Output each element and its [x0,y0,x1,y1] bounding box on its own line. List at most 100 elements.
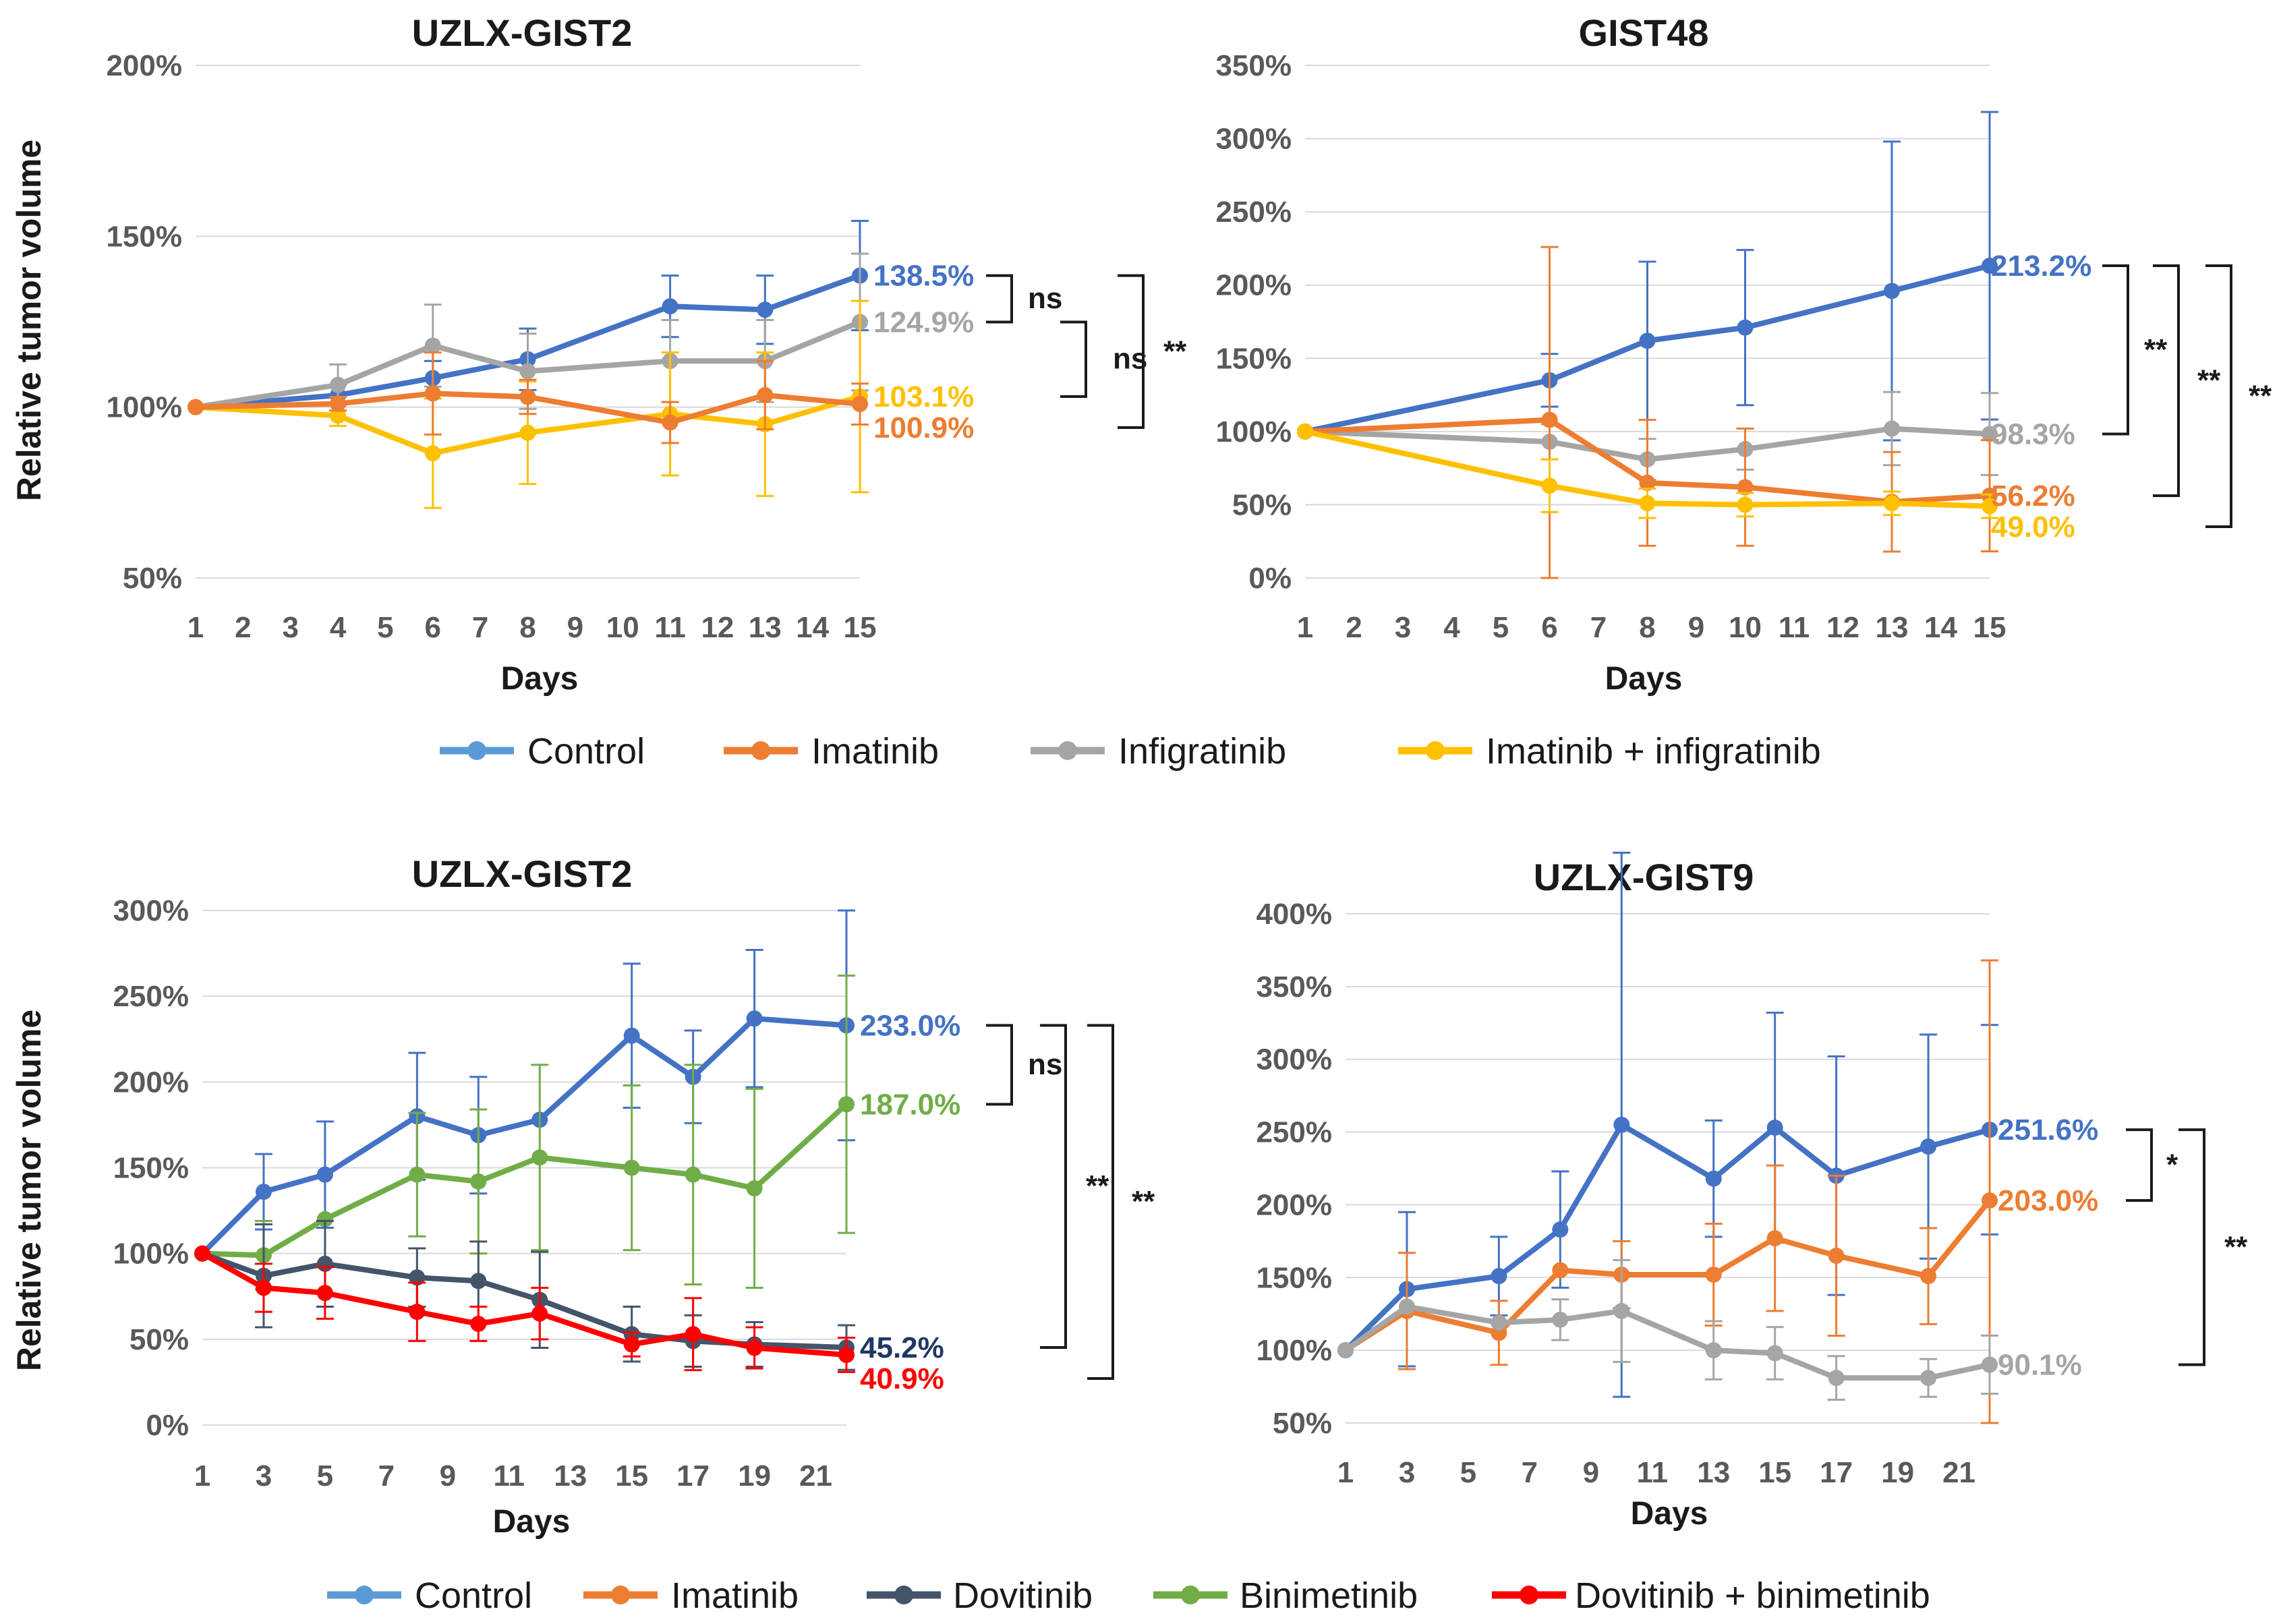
y-tick-label: 150% [106,220,182,253]
x-tick-label: 15 [615,1459,648,1492]
series-imatinib-infigratinib [1297,423,1998,519]
end-label-infigratinib: 90.1% [1998,1348,2082,1381]
end-label-imatinib: 203.0% [1998,1184,2098,1217]
significance-bracket [1060,320,1087,398]
panel-2-title: GIST48 [1579,11,1709,54]
end-label-dovitinib-binimetinib: 40.9% [860,1362,944,1395]
x-tick-label: 13 [749,611,782,644]
x-tick-label: 7 [378,1459,395,1492]
series-line-imatinib-infigratinib [1304,428,1990,509]
series-line-control [1304,263,1990,434]
y-tick-label: 0% [1248,562,1292,595]
data-point [1884,283,1900,299]
legend-top-control-label: Control [527,731,645,772]
significance-label: ** [1086,1169,1109,1202]
data-point [1552,1311,1569,1328]
data-point [519,424,536,441]
x-tick-label: 21 [1942,1456,1975,1489]
panel-3-title: UZLX-GIST2 [412,852,633,895]
x-tick-label: 1 [1297,611,1313,644]
data-point [330,395,347,412]
x-tick-label: 7 [1522,1456,1538,1489]
significance-bracket [2178,1128,2205,1366]
data-point [1982,258,1998,274]
data-point [1766,1345,1783,1362]
data-point [746,1339,763,1356]
y-tick-label: 100% [1256,1334,1332,1367]
end-label-infigratinib: 124.9% [873,306,974,339]
series-line-infigratinib [1304,426,1990,463]
x-tick-label: 9 [567,611,583,644]
data-point [187,399,204,415]
significance-label: ns [1113,343,1147,376]
y-tick-label: 50% [1273,1407,1332,1440]
x-tick-label: 21 [799,1459,832,1492]
data-point [316,1285,333,1302]
end-label-binimetinib: 187.0% [860,1088,960,1121]
x-tick-label: 14 [796,611,829,644]
data-point [662,414,678,431]
y-tick-label: 100% [113,1238,189,1271]
data-point [1982,1356,1998,1373]
series-infigratinib [1337,1258,1998,1401]
legend-top-infigratinib: Infigratinib [1031,731,1286,772]
data-point [470,1273,487,1289]
x-tick-label: 15 [844,611,877,644]
y-tick-label: 300% [113,894,189,927]
series-line-dovitinib [201,1250,847,1351]
legend-top-control: Control [440,731,645,772]
y-tick-label: 250% [113,980,189,1013]
x-tick-label: 9 [440,1459,456,1492]
legend-bottom: Control Imatinib Dovitinib Binimetinib D… [327,1575,1930,1616]
significance-label: ** [1163,335,1187,368]
end-label-control: 213.2% [1991,250,2091,283]
data-point [1884,495,1900,512]
panel-4: UZLX-GIST9 Days 50% 100% 150% 200% 250% 300% 3… [1256,851,2248,1532]
x-tick-label: 5 [1460,1456,1476,1489]
end-label-control: 233.0% [860,1009,960,1042]
data-point [519,363,536,380]
legend-bottom-control-label: Control [415,1575,532,1616]
y-tick-label: 100% [106,391,182,424]
panel-1-plot: 50%100%150%200%1 2 3 4 5 6 7 8 9 10 11 12 13 14 15138.… [106,49,1187,644]
data-point [1552,1221,1569,1238]
end-label-control: 251.6% [1998,1113,2098,1147]
x-tick-label: 6 [425,611,441,644]
end-label-dovitinib: 45.2% [860,1331,944,1364]
data-point [531,1305,548,1322]
series-line-control [1344,1122,1991,1352]
series-imatinib [1337,959,1998,1424]
series-line-control [200,1016,847,1256]
legend-bottom-combo-label: Dovitinib + binimetinib [1575,1575,1930,1616]
data-point [1639,332,1656,349]
data-point [519,388,536,405]
y-tick-label: 150% [1215,342,1292,375]
x-tick-label: 2 [1346,611,1362,644]
panel-2: GIST48 Days 0% 50% 100% 150% 200% 250% 300% 350… [1215,11,2272,697]
bracket-line [2205,264,2232,528]
panel-1-title: UZLX-GIST2 [412,11,633,54]
legend-bottom-dovitinib-label: Dovitinib [953,1575,1093,1616]
legend-bottom-binimetinib-label: Binimetinib [1240,1575,1418,1616]
bracket-line [2178,1128,2205,1366]
data-point [1552,1262,1569,1279]
x-tick-label: 6 [1541,611,1557,644]
y-tick-label: 150% [1256,1261,1332,1294]
data-point [746,1180,763,1197]
data-point [623,1027,640,1044]
bracket-line [1087,1024,1114,1381]
y-tick-label: 200% [106,49,182,82]
x-tick-label: 8 [1639,611,1655,644]
x-tick-label: 10 [606,611,639,644]
end-label-imatinib: 56.2% [1991,480,2075,513]
panel-3-plot: 0%50%100%150%200%250%300%1 3 5 7 9 11 13 15 17 19… [113,894,1155,1492]
panel-3: UZLX-GIST2 Relative tumor volume Days 0%… [10,852,1155,1540]
data-point [1920,1138,1937,1155]
series-line-infigratinib [1344,1304,1990,1381]
data-point [1613,1302,1630,1319]
x-tick-label: 14 [1924,611,1957,644]
x-tick-label: 4 [1443,611,1460,644]
x-tick-label: 11 [1637,1456,1669,1489]
data-point [852,396,868,413]
bracket-line [1060,320,1087,398]
